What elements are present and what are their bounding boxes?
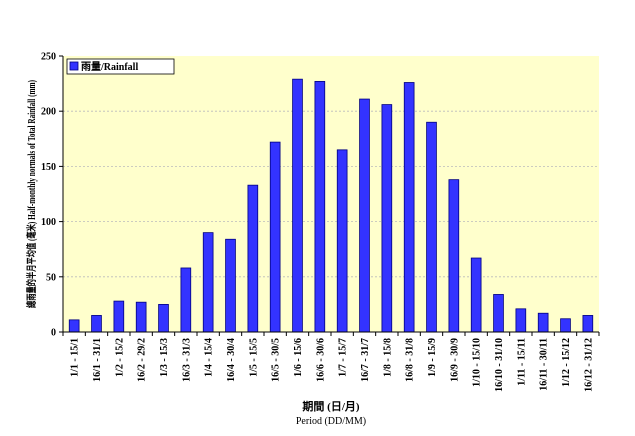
x-tick-label: 16/3 - 31/3: [181, 338, 192, 382]
y-tick-label: 250: [41, 52, 56, 63]
y-tick-label: 200: [41, 107, 56, 118]
y-tick-label: 150: [41, 162, 56, 173]
bar: [582, 315, 594, 333]
bar: [448, 179, 460, 333]
x-tick-label: 1/7 - 15/7: [338, 338, 349, 377]
x-tick-label: 1/4 - 15/4: [204, 338, 215, 377]
bar: [314, 80, 326, 333]
x-tick-label: 1/10 - 15/10: [472, 338, 483, 387]
plot-area: [63, 56, 599, 332]
x-tick-label: 16/9 - 30/9: [449, 338, 460, 382]
legend: 雨量/Rainfall: [66, 58, 175, 75]
bar: [515, 308, 527, 333]
x-tick-label: 1/6 - 15/6: [293, 338, 304, 377]
x-tick-label: 1/5 - 15/5: [248, 338, 259, 377]
x-tick-label: 16/12 - 31/12: [583, 338, 594, 392]
bar: [68, 319, 80, 333]
bar: [403, 82, 415, 333]
bar: [359, 98, 370, 333]
bar: [426, 121, 437, 333]
x-ticks: 1/1 - 15/1 16/1 - 31/1 1/2 - 15/2 16/2 - 29…: [62, 332, 600, 392]
x-tick-label: 16/10 - 31/10: [494, 338, 505, 392]
y-axis-label: 總雨量的半月平均值 (毫米) Half-monthly normals of T…: [25, 80, 38, 308]
legend-box: [66, 58, 175, 75]
x-tick-label: 1/3 - 15/3: [159, 338, 170, 377]
x-tick-label: 16/2 - 29/2: [137, 338, 148, 382]
x-tick-label: 16/6 - 30/6: [315, 338, 326, 382]
x-tick-label: 16/8 - 31/8: [405, 338, 416, 382]
bar: [91, 315, 102, 333]
legend-label: 雨量/Rainfall: [81, 60, 138, 73]
x-tick-label: 1/12 - 15/12: [561, 338, 572, 387]
bar: [292, 78, 303, 333]
bar: [336, 149, 348, 333]
x-tick-label: 16/7 - 31/7: [360, 338, 371, 382]
x-tick-label: 16/4 - 30/4: [226, 338, 237, 382]
bar: [247, 184, 259, 333]
y-tick-label: 100: [41, 217, 56, 228]
x-axis-label-en: Period (DD/MM): [296, 416, 366, 427]
bar: [470, 257, 482, 333]
bar: [381, 104, 393, 333]
bar: [113, 300, 125, 333]
bar: [537, 312, 549, 333]
x-tick-label: 16/1 - 31/1: [92, 338, 103, 382]
legend-swatch: [69, 61, 79, 71]
bar: [493, 294, 504, 333]
x-tick-label: 16/5 - 30/5: [271, 338, 282, 382]
grid-lines: [63, 110, 599, 278]
x-tick-label: 1/8 - 15/8: [382, 338, 393, 377]
bars: [68, 78, 594, 333]
y-ticks: 0 50 100 150 200 250: [41, 52, 63, 339]
x-tick-label: 1/2 - 15/2: [114, 338, 125, 377]
bar: [135, 301, 147, 333]
bar: [560, 318, 571, 333]
x-tick-label: 1/11 - 15/11: [516, 338, 527, 386]
bar: [202, 232, 214, 333]
y-tick-label: 50: [46, 272, 56, 283]
bar: [180, 267, 192, 333]
x-tick-label: 1/1 - 15/1: [70, 338, 81, 377]
x-tick-label: 16/11 - 30/11: [539, 338, 550, 391]
bar: [225, 238, 236, 333]
bar: [158, 303, 169, 333]
bar: [269, 141, 281, 333]
x-tick-label: 1/9 - 15/9: [427, 338, 438, 377]
x-axis-label-zh: 期間 (日/月): [302, 399, 359, 413]
y-tick-label: 0: [51, 328, 56, 339]
